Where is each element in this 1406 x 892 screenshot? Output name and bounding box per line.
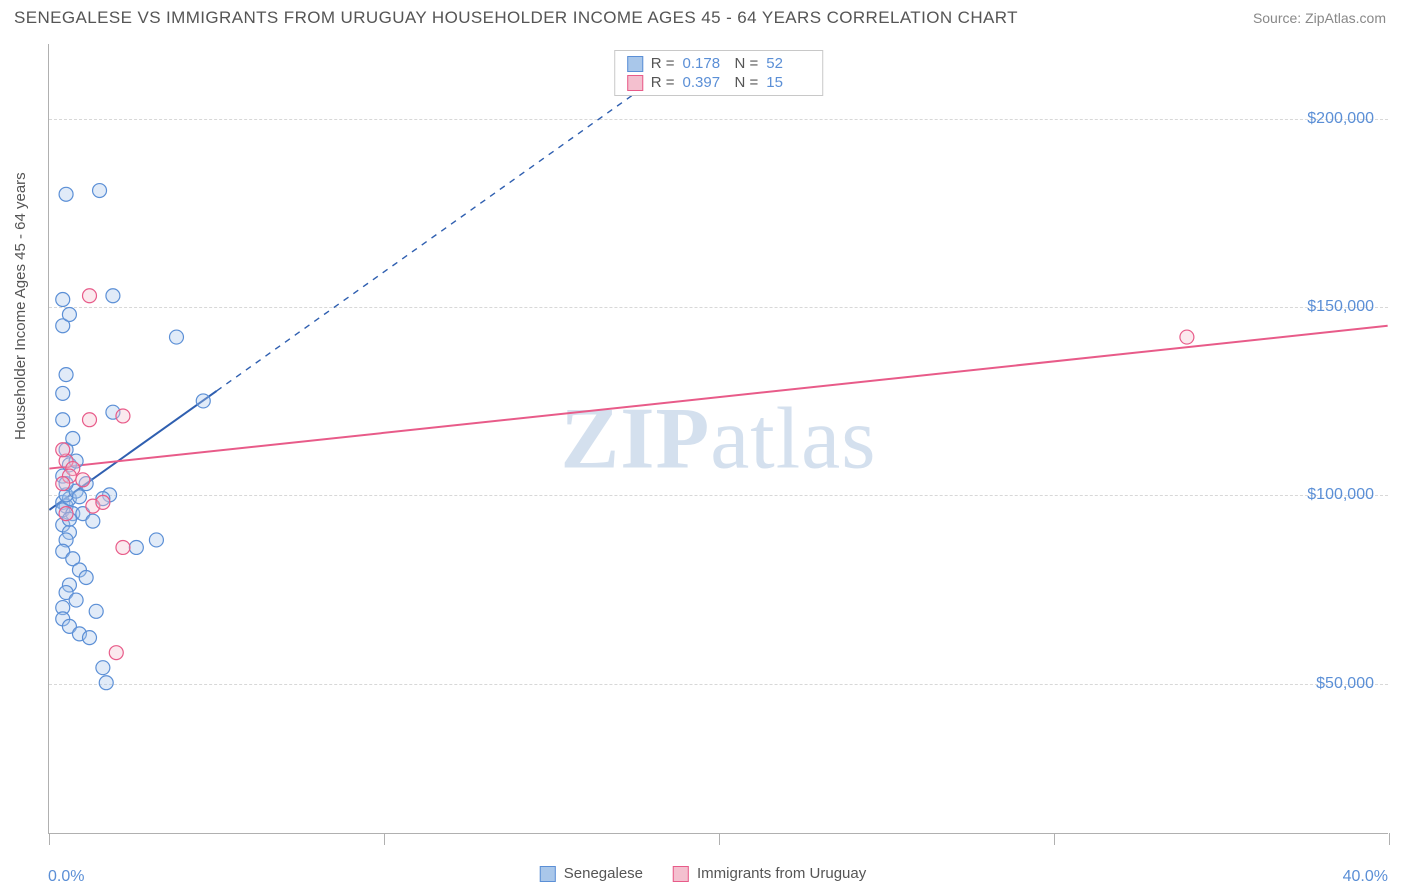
- legend-label-uruguay: Immigrants from Uruguay: [697, 865, 866, 882]
- chart-title: SENEGALESE VS IMMIGRANTS FROM URUGUAY HO…: [14, 8, 1018, 28]
- legend-stats-row-uruguay: R = 0.397 N = 15: [627, 74, 811, 91]
- svg-data-layer: [49, 44, 1388, 833]
- data-point-uruguay: [76, 473, 90, 487]
- data-point-senegalese: [169, 330, 183, 344]
- stat-R-label-2: R =: [651, 74, 675, 91]
- data-point-senegalese: [56, 292, 70, 306]
- stat-R-label: R =: [651, 55, 675, 72]
- x-max-label: 40.0%: [1343, 868, 1388, 886]
- legend-item-senegalese: Senegalese: [540, 865, 643, 882]
- source-name: ZipAtlas.com: [1305, 10, 1386, 26]
- stat-R-val-senegalese: 0.178: [683, 55, 727, 72]
- data-point-uruguay: [56, 443, 70, 457]
- data-point-senegalese: [69, 593, 83, 607]
- legend-swatch-senegalese: [540, 866, 556, 882]
- x-tick: [1389, 833, 1390, 845]
- data-point-uruguay: [59, 507, 73, 521]
- legend-stats-box: R = 0.178 N = 52 R = 0.397 N = 15: [614, 50, 824, 96]
- legend-label-senegalese: Senegalese: [564, 865, 643, 882]
- plot-area: ZIPatlas $50,000$100,000$150,000$200,000…: [48, 44, 1388, 834]
- data-point-senegalese: [79, 571, 93, 585]
- x-tick: [1054, 833, 1055, 845]
- data-point-senegalese: [72, 490, 86, 504]
- data-point-senegalese: [86, 514, 100, 528]
- source-label: Source: ZipAtlas.com: [1253, 10, 1386, 26]
- data-point-senegalese: [129, 540, 143, 554]
- x-tick: [49, 833, 50, 845]
- data-point-senegalese: [149, 533, 163, 547]
- data-point-senegalese: [59, 368, 73, 382]
- swatch-uruguay: [627, 75, 643, 91]
- data-point-senegalese: [106, 289, 120, 303]
- stat-N-label: N =: [735, 55, 759, 72]
- trend-line-dashed-senegalese: [217, 82, 652, 391]
- data-point-senegalese: [66, 432, 80, 446]
- data-point-senegalese: [83, 631, 97, 645]
- swatch-senegalese: [627, 56, 643, 72]
- data-point-uruguay: [116, 540, 130, 554]
- legend-swatch-uruguay: [673, 866, 689, 882]
- data-point-senegalese: [89, 604, 103, 618]
- data-point-uruguay: [96, 495, 110, 509]
- data-point-senegalese: [96, 661, 110, 675]
- stat-R-val-uruguay: 0.397: [683, 74, 727, 91]
- source-prefix: Source:: [1253, 10, 1305, 26]
- data-point-senegalese: [93, 184, 107, 198]
- data-point-uruguay: [109, 646, 123, 660]
- data-point-senegalese: [56, 413, 70, 427]
- data-point-senegalese: [99, 676, 113, 690]
- legend-stats-row-senegalese: R = 0.178 N = 52: [627, 55, 811, 72]
- legend-bottom: Senegalese Immigrants from Uruguay: [540, 865, 866, 882]
- x-tick: [719, 833, 720, 845]
- legend-item-uruguay: Immigrants from Uruguay: [673, 865, 866, 882]
- data-point-uruguay: [56, 477, 70, 491]
- data-point-uruguay: [116, 409, 130, 423]
- data-point-senegalese: [56, 386, 70, 400]
- data-point-uruguay: [1180, 330, 1194, 344]
- data-point-senegalese: [196, 394, 210, 408]
- data-point-uruguay: [83, 413, 97, 427]
- data-point-senegalese: [62, 308, 76, 322]
- x-tick: [384, 833, 385, 845]
- stat-N-val-uruguay: 15: [766, 74, 810, 91]
- trend-line-uruguay: [49, 326, 1387, 469]
- stat-N-val-senegalese: 52: [766, 55, 810, 72]
- x-min-label: 0.0%: [48, 868, 84, 886]
- data-point-uruguay: [83, 289, 97, 303]
- y-axis-title: Householder Income Ages 45 - 64 years: [12, 172, 29, 440]
- data-point-senegalese: [59, 187, 73, 201]
- stat-N-label-2: N =: [735, 74, 759, 91]
- chart-header: SENEGALESE VS IMMIGRANTS FROM URUGUAY HO…: [0, 0, 1406, 32]
